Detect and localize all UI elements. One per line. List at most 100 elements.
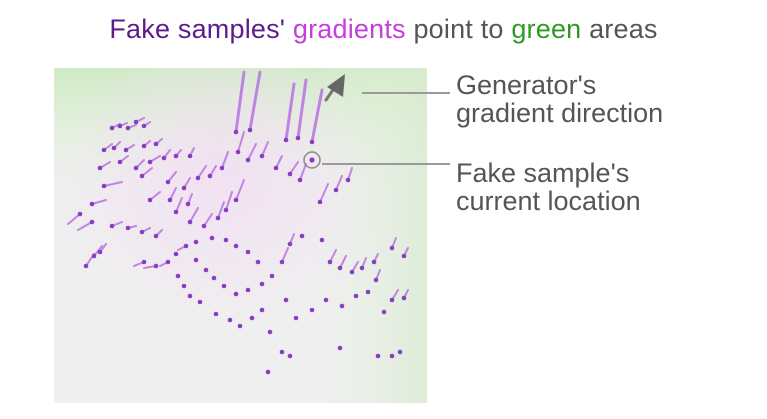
fake-sample-dot — [389, 353, 395, 359]
fake-sample-dot — [259, 307, 265, 313]
fake-sample-dot — [371, 259, 377, 265]
gradient-trail — [67, 213, 81, 225]
gradient-trail — [319, 183, 329, 203]
title-part-1: Fake samples' — [109, 14, 286, 44]
fake-sample-dot — [365, 289, 371, 295]
fake-sample-dot — [197, 299, 203, 305]
fake-sample-dot — [287, 353, 293, 359]
fake-sample-dot — [215, 215, 221, 221]
fake-sample-dot — [279, 259, 285, 265]
fake-sample-dot — [339, 303, 345, 309]
gradient-trail — [281, 247, 289, 263]
fake-sample-dot — [165, 259, 171, 265]
fake-sample-dot — [265, 369, 271, 375]
gradient-trail — [189, 207, 199, 223]
fake-sample-dot — [175, 273, 181, 279]
fake-sample-dot — [247, 127, 253, 133]
title-part-green: green — [511, 14, 582, 44]
fake-sample-dot — [309, 139, 315, 145]
figure-title: Fake samples' gradients point to green a… — [0, 14, 767, 45]
fake-sample-dot — [139, 229, 145, 235]
arrow-icon — [324, 74, 345, 102]
fake-sample-dot — [245, 249, 251, 255]
fake-sample-dot — [207, 173, 213, 179]
fake-sample-dot — [373, 277, 379, 283]
annotation-location-line1: Fake sample's — [456, 158, 630, 188]
gradient-trail — [289, 161, 299, 175]
fake-sample-dot — [101, 183, 107, 189]
fake-sample-dot — [223, 237, 229, 243]
fake-sample-dot — [153, 263, 159, 269]
gradient-trail — [248, 70, 262, 132]
fake-sample-dot — [123, 147, 129, 153]
annotation-gradient-direction: Generator's gradient direction — [456, 71, 663, 127]
fake-sample-dot — [233, 129, 239, 135]
gradient-trail — [91, 199, 107, 205]
fake-sample-dot — [375, 353, 381, 359]
annotation-sample-location: Fake sample's current location — [456, 159, 641, 215]
fake-sample-dot — [187, 293, 193, 299]
gradient-trail — [335, 175, 343, 191]
fake-sample-dot — [161, 155, 167, 161]
gradient-trail — [237, 131, 245, 153]
green-region-right — [54, 68, 427, 403]
gradient-trail — [217, 201, 225, 219]
fake-sample-dot — [269, 273, 275, 279]
fake-sample-dot — [309, 307, 315, 313]
fake-sample-dot — [183, 243, 189, 249]
fake-sample-dot — [221, 283, 227, 289]
fake-sample-dot — [273, 165, 279, 171]
fake-sample-dot — [337, 345, 343, 351]
fake-sample-dot — [109, 125, 115, 131]
fake-sample-dot — [317, 199, 323, 205]
gradient-trail — [203, 213, 213, 227]
fake-sample-dot — [295, 135, 301, 141]
fake-sample-dot — [381, 309, 387, 315]
fake-sample-dot — [187, 219, 193, 225]
fake-sample-dot — [203, 267, 209, 273]
fake-sample-dot — [187, 153, 193, 159]
fake-sample-dot — [201, 223, 207, 229]
fake-sample-dot — [193, 239, 199, 245]
fake-sample-dot — [133, 119, 139, 125]
fake-sample-dot — [401, 253, 407, 259]
fake-sample-dot — [97, 249, 103, 255]
fake-sample-dot — [153, 141, 159, 147]
gradient-trail — [225, 191, 233, 211]
fake-sample-dot — [195, 175, 201, 181]
gradient-trail — [310, 88, 324, 144]
gradient-trail — [197, 165, 207, 179]
fake-sample-dot — [209, 235, 215, 241]
fake-sample-dot — [91, 253, 97, 259]
fake-sample-dot — [181, 185, 187, 191]
fake-samples — [77, 119, 407, 375]
fake-sample-dot — [353, 293, 359, 299]
fake-sample-dot — [283, 297, 289, 303]
fake-sample-dot — [173, 251, 179, 257]
fake-sample-dot — [77, 211, 83, 217]
fake-sample-dot — [287, 171, 293, 177]
fake-sample-dot — [83, 263, 89, 269]
fake-sample-dot — [153, 233, 159, 239]
fake-sample-dot — [283, 137, 289, 143]
fake-sample-dot — [245, 287, 251, 293]
fake-sample-dot — [141, 123, 147, 129]
fake-sample-dot — [299, 233, 305, 239]
gradient-trail — [247, 143, 257, 161]
fake-sample-dot — [401, 295, 407, 301]
fake-sample-dot — [233, 291, 239, 297]
fake-sample-dot — [141, 143, 147, 149]
gradient-trail — [299, 163, 307, 181]
fake-sample-dot — [389, 297, 395, 303]
gradient-trails — [67, 70, 409, 301]
fake-sample-dot — [141, 259, 147, 265]
fake-sample-dot — [181, 283, 187, 289]
fake-sample-dot — [227, 317, 233, 323]
gradient-trail — [221, 151, 229, 169]
sample-panel — [54, 68, 427, 403]
gradient-trail — [175, 197, 183, 213]
fake-sample-dot — [255, 259, 261, 265]
fake-sample-dot — [89, 201, 95, 207]
fake-sample-dot — [359, 265, 365, 271]
